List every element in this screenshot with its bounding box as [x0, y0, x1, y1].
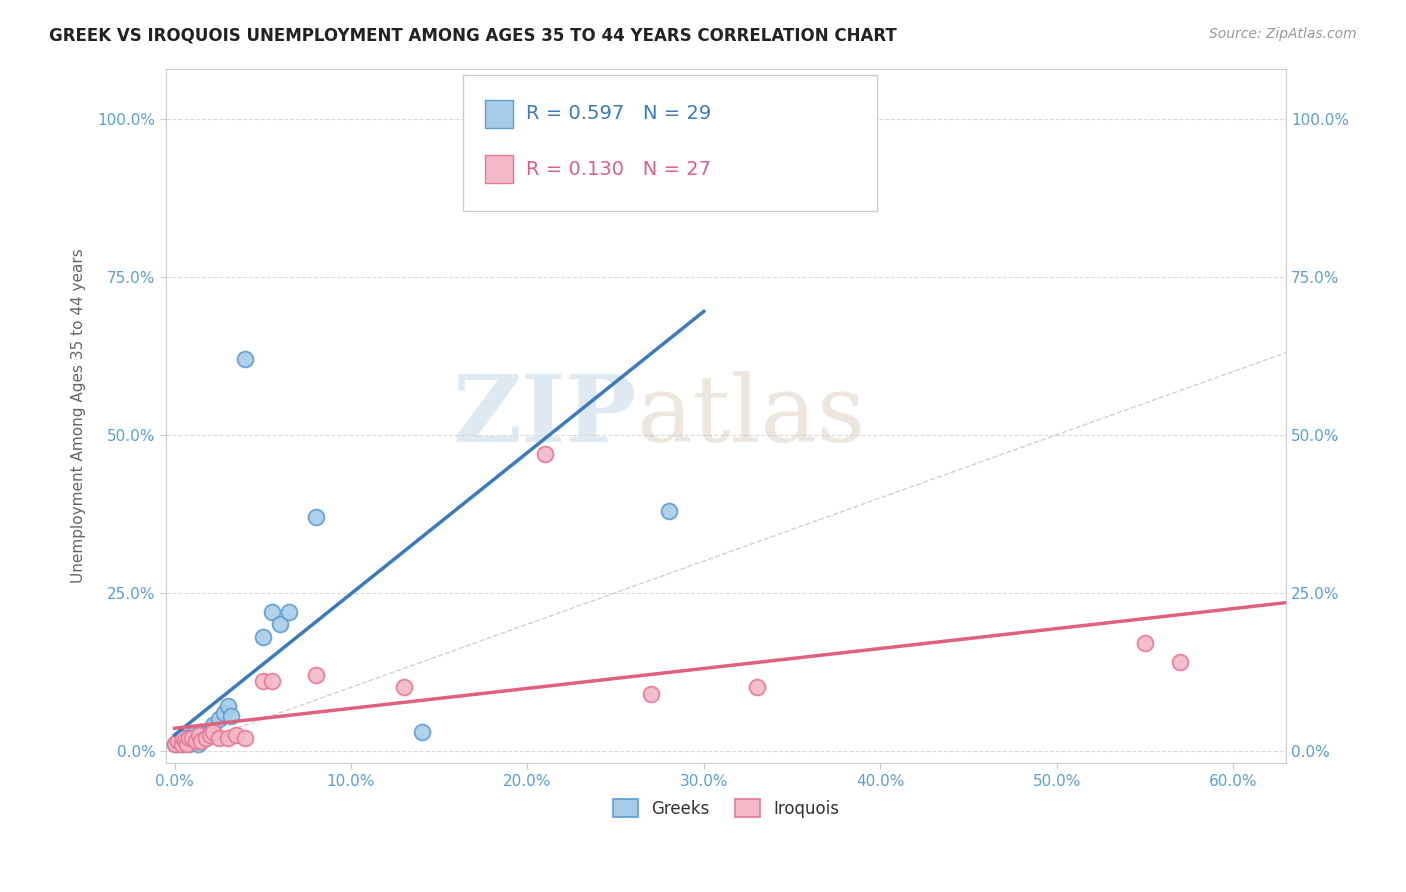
Y-axis label: Unemployment Among Ages 35 to 44 years: Unemployment Among Ages 35 to 44 years	[72, 249, 86, 583]
Point	[190, 724, 212, 739]
Point	[186, 737, 208, 751]
Text: atlas: atlas	[637, 371, 866, 461]
Point	[269, 617, 291, 632]
Point	[195, 731, 218, 745]
Point	[198, 728, 221, 742]
Legend: Greeks, Iroquois: Greeks, Iroquois	[606, 793, 845, 824]
Point	[233, 351, 256, 366]
Point	[202, 718, 225, 732]
Point	[252, 673, 274, 688]
Point	[217, 699, 239, 714]
Point	[170, 737, 193, 751]
Point	[177, 731, 200, 745]
Point	[305, 509, 328, 524]
Point	[198, 724, 221, 739]
Point	[745, 681, 768, 695]
Text: Source: ZipAtlas.com: Source: ZipAtlas.com	[1209, 27, 1357, 41]
Point	[181, 728, 204, 742]
Point	[169, 734, 191, 748]
Point	[260, 673, 283, 688]
Point	[640, 687, 662, 701]
Point	[184, 734, 207, 748]
Point	[305, 667, 328, 681]
Point	[176, 737, 198, 751]
Point	[1133, 636, 1156, 650]
FancyBboxPatch shape	[485, 155, 513, 183]
FancyBboxPatch shape	[485, 100, 513, 128]
Point	[195, 731, 218, 745]
Point	[208, 712, 231, 726]
Point	[693, 131, 716, 145]
Point	[163, 737, 186, 751]
Point	[188, 728, 211, 742]
Point	[174, 731, 197, 745]
Point	[252, 630, 274, 644]
Point	[190, 734, 212, 748]
Point	[191, 728, 214, 742]
Point	[217, 731, 239, 745]
Point	[184, 731, 207, 745]
Point	[534, 447, 557, 461]
Point	[1168, 655, 1191, 669]
Text: R = 0.597   N = 29: R = 0.597 N = 29	[526, 104, 711, 123]
Point	[167, 734, 190, 748]
Text: GREEK VS IROQUOIS UNEMPLOYMENT AMONG AGES 35 TO 44 YEARS CORRELATION CHART: GREEK VS IROQUOIS UNEMPLOYMENT AMONG AGE…	[49, 27, 897, 45]
Point	[411, 724, 433, 739]
Point	[219, 708, 242, 723]
Point	[172, 737, 194, 751]
Point	[177, 737, 200, 751]
Point	[212, 706, 235, 720]
FancyBboxPatch shape	[463, 76, 877, 211]
Point	[657, 503, 679, 517]
Point	[176, 734, 198, 748]
Point	[225, 728, 247, 742]
Point	[208, 731, 231, 745]
Point	[181, 731, 204, 745]
Point	[174, 734, 197, 748]
Point	[392, 681, 415, 695]
Point	[172, 731, 194, 745]
Point	[278, 605, 301, 619]
Text: R = 0.130   N = 27: R = 0.130 N = 27	[526, 160, 711, 178]
Point	[260, 605, 283, 619]
Point	[233, 731, 256, 745]
Point	[202, 724, 225, 739]
Point	[167, 737, 190, 751]
Text: ZIP: ZIP	[451, 371, 637, 461]
Point	[163, 737, 186, 751]
Point	[179, 731, 201, 745]
